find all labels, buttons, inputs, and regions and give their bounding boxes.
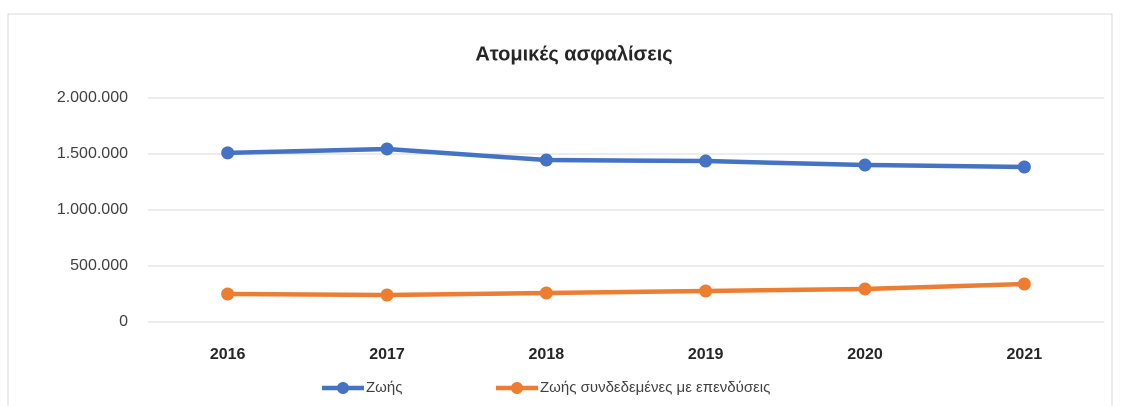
- data-point: [539, 286, 553, 300]
- y-tick-label: 2.000.000: [57, 89, 128, 106]
- legend-marker: [337, 382, 349, 394]
- legend-label: Ζωής: [366, 379, 402, 396]
- data-point: [858, 158, 872, 172]
- y-tick-label: 1.500.000: [57, 145, 128, 162]
- x-tick-label: 2020: [847, 346, 883, 363]
- chart-title: Ατομικές ασφαλίσεις: [475, 43, 672, 65]
- x-tick-label: 2018: [529, 346, 565, 363]
- series-line: [227, 281, 1025, 298]
- data-point: [858, 282, 872, 296]
- data-point: [1017, 277, 1031, 291]
- x-tick-label: 2019: [688, 346, 724, 363]
- data-point: [1017, 160, 1031, 174]
- data-point: [380, 288, 394, 302]
- y-tick-label: 0: [119, 313, 128, 330]
- series-line: [227, 146, 1025, 170]
- data-point: [539, 153, 553, 167]
- y-tick-label: 500.000: [70, 257, 128, 274]
- data-point: [699, 154, 713, 168]
- legend-label: Ζωής συνδεδεμένες με επενδύσεις: [540, 379, 770, 396]
- data-point: [699, 284, 713, 298]
- x-tick-label: 2017: [369, 346, 405, 363]
- data-point: [221, 146, 235, 160]
- x-tick-label: 2021: [1007, 346, 1043, 363]
- legend-marker: [511, 382, 523, 394]
- x-tick-label: 2016: [210, 346, 246, 363]
- data-point: [221, 287, 235, 301]
- y-tick-label: 1.000.000: [57, 201, 128, 218]
- data-point: [380, 142, 394, 156]
